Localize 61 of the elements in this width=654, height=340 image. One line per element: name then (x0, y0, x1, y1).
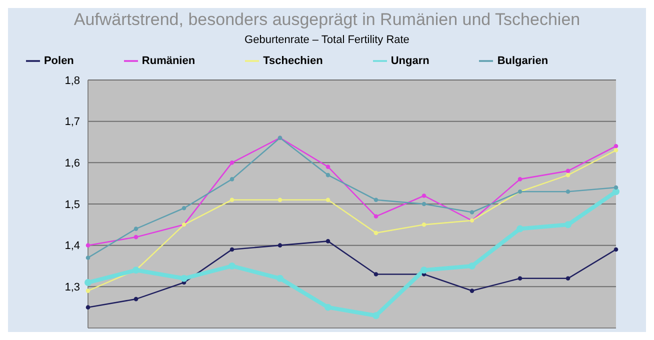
point (230, 177, 234, 182)
point (612, 188, 620, 196)
point (374, 230, 378, 236)
point (566, 172, 570, 178)
point (326, 164, 330, 169)
point (326, 198, 330, 202)
point (230, 160, 234, 165)
point (564, 221, 572, 228)
point (326, 239, 330, 244)
point (422, 202, 426, 206)
point (276, 274, 284, 282)
point (86, 288, 90, 293)
y-tick-label: 1,8 (64, 74, 80, 87)
point (566, 168, 570, 174)
y-tick-label: 1,5 (64, 198, 80, 211)
point (180, 274, 188, 282)
y-tick-label: 1,3 (64, 282, 80, 294)
legend-label: Tschechien (263, 54, 323, 67)
chart-title: Aufwärtstrend, besonders ausgeprägt in Rumänien und Tschechien (72, 9, 582, 31)
point (518, 276, 522, 281)
point (614, 144, 618, 148)
point (182, 206, 186, 210)
chart-subtitle: Geburtenrate – Total Fertility Rate (244, 34, 410, 48)
legend-label: Polen (44, 54, 74, 67)
point (228, 262, 236, 270)
legend-label: Bulgarien (497, 54, 548, 67)
point (134, 234, 138, 240)
point (468, 262, 476, 270)
point (614, 148, 618, 152)
legend-label: Rumänien (142, 54, 196, 67)
point (422, 194, 426, 198)
point (134, 226, 138, 231)
point (470, 210, 474, 214)
point (470, 288, 474, 293)
legend-label: Ungarn (390, 54, 430, 67)
point (566, 189, 570, 194)
point (422, 222, 426, 227)
point (324, 304, 332, 311)
point (372, 312, 380, 320)
point (278, 198, 282, 202)
point (420, 266, 428, 274)
point (374, 214, 378, 219)
point (566, 276, 570, 281)
point (518, 177, 522, 182)
point (86, 243, 90, 248)
point (134, 296, 138, 302)
point (86, 305, 90, 310)
point (278, 243, 282, 248)
point (374, 272, 378, 276)
point (230, 198, 234, 202)
y-tick-label: 1,6 (64, 158, 80, 170)
point (230, 247, 234, 252)
point (614, 185, 618, 190)
point (374, 198, 378, 202)
point (326, 172, 330, 178)
y-tick-label: 1,7 (64, 116, 80, 128)
point (84, 279, 92, 286)
point (86, 256, 90, 260)
point (516, 225, 524, 232)
y-tick-label: 1,4 (64, 240, 80, 252)
point (614, 247, 618, 252)
